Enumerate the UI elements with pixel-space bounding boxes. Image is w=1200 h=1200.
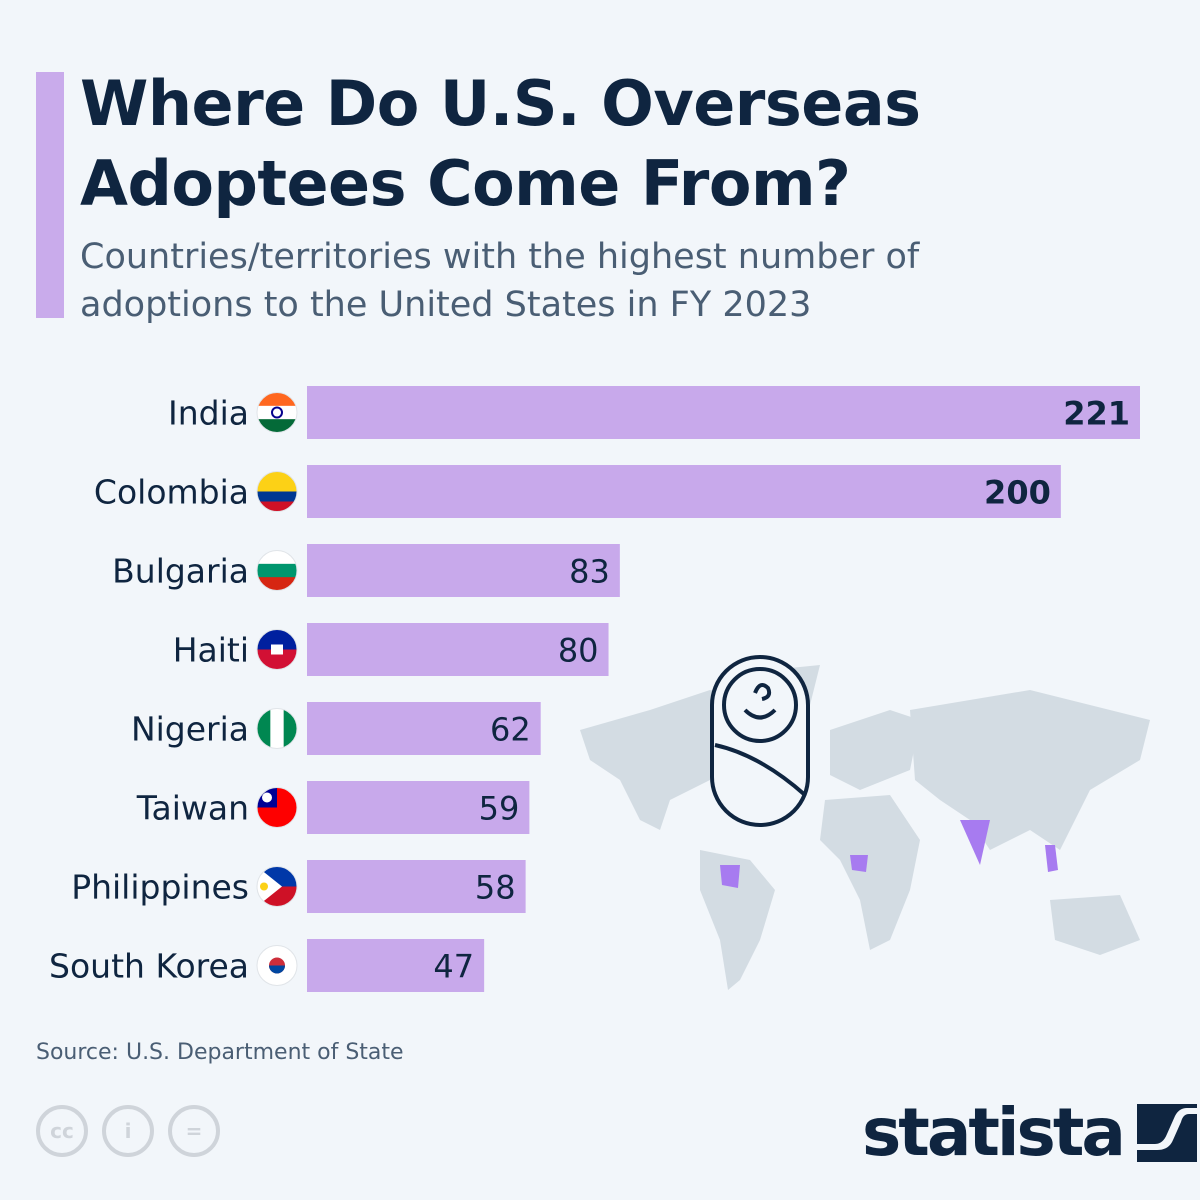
- flag-border: [256, 866, 298, 907]
- title-accent-bar: [36, 72, 64, 318]
- flag-border: [256, 550, 298, 591]
- bar-nigeria: [307, 702, 541, 755]
- value-label-bulgaria: 83: [569, 553, 610, 591]
- map-south-america: [700, 850, 775, 990]
- flag-border: [256, 945, 298, 986]
- map-highlight-nigeria: [850, 855, 868, 872]
- value-label-taiwan: 59: [479, 790, 520, 828]
- value-label-colombia: 200: [984, 474, 1051, 512]
- map-asia: [910, 690, 1150, 850]
- map-highlight-india: [960, 820, 990, 865]
- bar-philippines: [307, 860, 526, 913]
- flag-border: [256, 708, 298, 749]
- bar-south-korea: [307, 939, 485, 992]
- value-label-haiti: 80: [558, 632, 599, 670]
- license-icons: cc i =: [36, 1105, 220, 1157]
- flag-icon-haiti: [257, 629, 297, 670]
- flag-border: [256, 787, 298, 828]
- bar-haiti: [307, 623, 609, 676]
- attribution-icon[interactable]: i: [102, 1105, 154, 1157]
- map-highlight-philippines: [1045, 845, 1058, 872]
- category-label-colombia: Colombia: [94, 473, 249, 512]
- flag-border: [256, 471, 298, 512]
- world-map: [580, 655, 1150, 990]
- map-africa: [820, 795, 920, 950]
- bar-chart: India 221 Colombia 200 Bulgaria 83 Haiti 80 Nige…: [49, 386, 1140, 992]
- category-label-taiwan: Taiwan: [136, 789, 249, 828]
- bar-colombia: [307, 465, 1061, 518]
- cc-icon[interactable]: cc: [36, 1105, 88, 1157]
- map-highlight-colombia: [720, 865, 740, 888]
- flag-icon-nigeria: [257, 708, 297, 749]
- statista-logo-icon: [1136, 1104, 1197, 1162]
- map-europe: [830, 710, 920, 790]
- statista-logo[interactable]: statista: [862, 1100, 1197, 1166]
- flag-icon-india: [257, 392, 297, 433]
- bar-bulgaria: [307, 544, 620, 597]
- flag-icon-colombia: [257, 471, 297, 512]
- bar-taiwan: [307, 781, 530, 834]
- category-label-india: India: [168, 394, 249, 433]
- value-label-south-korea: 47: [433, 948, 474, 986]
- category-label-south-korea: South Korea: [49, 947, 249, 986]
- value-label-nigeria: 62: [490, 711, 531, 749]
- category-label-nigeria: Nigeria: [131, 710, 249, 749]
- flag-icon-south-korea: [257, 945, 297, 986]
- no-derivatives-icon[interactable]: =: [168, 1105, 220, 1157]
- flag-border: [256, 392, 298, 433]
- source-note: Source: U.S. Department of State: [36, 1040, 404, 1065]
- statista-wordmark: statista: [862, 1094, 1126, 1171]
- category-label-philippines: Philippines: [71, 868, 249, 907]
- flag-icon-bulgaria: [257, 550, 297, 591]
- bar-india: [307, 386, 1140, 439]
- baby-icon: [710, 655, 810, 827]
- value-label-india: 221: [1063, 395, 1130, 433]
- flag-border: [256, 629, 298, 670]
- value-label-philippines: 58: [475, 869, 516, 907]
- flag-icon-philippines: [257, 866, 297, 907]
- category-label-haiti: Haiti: [173, 631, 249, 670]
- category-label-bulgaria: Bulgaria: [112, 552, 249, 591]
- chart-subtitle: Countries/territories with the highest n…: [80, 237, 920, 325]
- flag-icon-taiwan: [257, 787, 297, 828]
- chart-title: Where Do U.S. Overseas Adoptees Come Fro…: [80, 67, 921, 220]
- map-australia: [1050, 895, 1140, 955]
